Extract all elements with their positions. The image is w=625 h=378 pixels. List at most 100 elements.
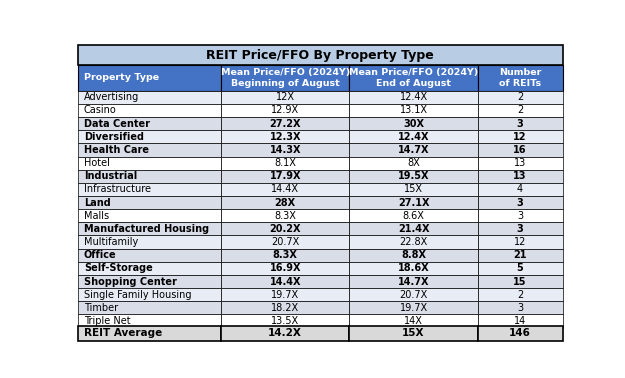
Bar [78,314,221,328]
Bar [221,222,349,235]
Bar [221,209,349,222]
Text: Hotel: Hotel [84,158,110,168]
Text: 3: 3 [517,198,524,208]
Text: Data Center: Data Center [84,119,150,129]
Text: 17.9X: 17.9X [269,171,301,181]
Text: 20.7X: 20.7X [271,237,299,247]
Text: 8.6X: 8.6X [402,211,424,221]
Bar [349,275,478,288]
Text: 2: 2 [517,92,523,102]
Bar [221,275,349,288]
Bar [349,209,478,222]
Text: 13.1X: 13.1X [399,105,428,116]
Text: Multifamily: Multifamily [84,237,138,247]
Text: 12: 12 [513,132,527,142]
Text: Casino: Casino [84,105,117,116]
Bar [221,183,349,196]
Text: Manufactured Housing: Manufactured Housing [84,224,209,234]
Bar [221,325,349,341]
Bar [349,156,478,170]
Bar [478,262,562,275]
Text: 14.7X: 14.7X [398,277,429,287]
Text: 3: 3 [517,211,523,221]
Bar [478,183,562,196]
Text: 146: 146 [509,328,531,338]
Text: 12: 12 [514,237,526,247]
Text: Infrastructure: Infrastructure [84,184,151,194]
Bar [478,325,562,341]
Text: 2: 2 [517,105,523,116]
Text: 19.7X: 19.7X [399,303,428,313]
Bar [78,65,221,91]
Text: 8.1X: 8.1X [274,158,296,168]
Bar [349,262,478,275]
Text: 4: 4 [517,184,523,194]
Text: 14.2X: 14.2X [268,328,302,338]
Text: 15: 15 [513,277,527,287]
Bar [78,156,221,170]
Text: 3: 3 [517,119,524,129]
Text: 14.3X: 14.3X [269,145,301,155]
Text: 16.9X: 16.9X [269,263,301,273]
Text: Triple Net: Triple Net [84,316,131,326]
Bar [221,65,349,91]
Bar [478,91,562,104]
Bar [78,130,221,143]
Text: 3: 3 [517,224,524,234]
Text: Timber: Timber [84,303,118,313]
Text: Mean Price/FFO (2024Y)
End of August: Mean Price/FFO (2024Y) End of August [349,68,478,88]
Text: 13.5X: 13.5X [271,316,299,326]
Bar [221,156,349,170]
Text: Land: Land [84,198,111,208]
Bar [78,45,562,65]
Text: 2: 2 [517,290,523,300]
Bar [478,235,562,249]
Bar [78,235,221,249]
Text: Malls: Malls [84,211,109,221]
Text: 28X: 28X [274,198,296,208]
Bar [78,91,221,104]
Text: 20.7X: 20.7X [399,290,428,300]
Bar [349,183,478,196]
Text: 27.1X: 27.1X [398,198,429,208]
Bar [349,91,478,104]
Text: 19.7X: 19.7X [271,290,299,300]
Text: Advertising: Advertising [84,92,139,102]
Bar [478,301,562,314]
Bar [221,314,349,328]
Bar [221,288,349,301]
Text: Number
of REITs: Number of REITs [499,68,541,88]
Text: Diversified: Diversified [84,132,144,142]
Bar [478,156,562,170]
Text: 13: 13 [514,158,526,168]
Text: Health Care: Health Care [84,145,149,155]
Bar [78,249,221,262]
Bar [221,262,349,275]
Text: REIT Price/FFO By Property Type: REIT Price/FFO By Property Type [206,49,434,62]
Bar [478,130,562,143]
Bar [478,104,562,117]
Bar [349,222,478,235]
Bar [221,104,349,117]
Text: 20.2X: 20.2X [269,224,301,234]
Bar [478,288,562,301]
Bar [78,301,221,314]
Bar [349,314,478,328]
Text: 12.4X: 12.4X [399,92,428,102]
Text: 30X: 30X [403,119,424,129]
Text: 8.8X: 8.8X [401,250,426,260]
Bar [78,196,221,209]
Bar [478,314,562,328]
Bar [78,222,221,235]
Text: REIT Average: REIT Average [84,328,162,338]
Text: 18.6X: 18.6X [398,263,429,273]
Bar [349,325,478,341]
Bar [349,104,478,117]
Text: 12.4X: 12.4X [398,132,429,142]
Bar [78,288,221,301]
Text: Single Family Housing: Single Family Housing [84,290,191,300]
Bar [221,91,349,104]
Bar [349,235,478,249]
Text: Industrial: Industrial [84,171,138,181]
Bar [78,209,221,222]
